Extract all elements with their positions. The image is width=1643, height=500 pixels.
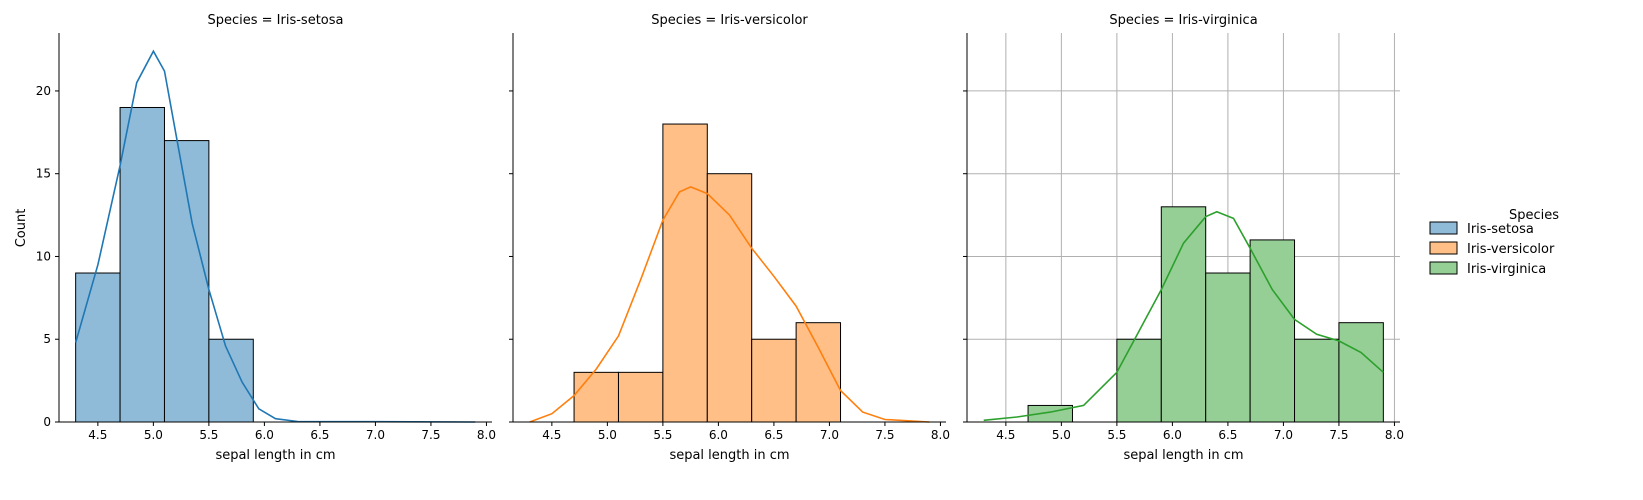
histogram-bars <box>75 106 254 423</box>
legend-label: Iris-virginica <box>1467 262 1546 277</box>
histogram-bar <box>573 371 619 423</box>
x-tick-label: 8.0 <box>477 428 496 442</box>
x-tick-label: 4.5 <box>88 428 107 442</box>
x-tick-label: 7.5 <box>421 428 440 442</box>
x-tick-label: 5.0 <box>144 428 163 442</box>
x-tick-label: 6.0 <box>255 428 274 442</box>
facet-panel-2: 4.5 5.0 5.5 6.0 6.5 7.0 7.5 8.0 sepal length in … <box>509 13 950 463</box>
kde-curve <box>74 49 476 423</box>
legend-items: Iris-setosa Iris-versicolor Iris-virginica <box>1429 221 1555 277</box>
legend-label: Iris-versicolor <box>1467 242 1555 257</box>
histogram-bar <box>1249 239 1296 423</box>
histogram-bar <box>1294 338 1340 423</box>
x-tick-label: 5.5 <box>199 428 218 442</box>
y-tick-label: 10 <box>36 249 51 263</box>
histogram-bar <box>1205 272 1251 423</box>
histogram-bar <box>662 123 708 423</box>
x-tick-label: 6.5 <box>1218 428 1237 442</box>
histogram-bar <box>75 272 121 423</box>
x-tick-label: 7.5 <box>1329 428 1348 442</box>
histogram-bar <box>1160 206 1207 423</box>
x-tick-label: 4.5 <box>996 428 1015 442</box>
x-tick-label: 8.0 <box>1385 428 1404 442</box>
x-tick-label: 4.5 <box>542 428 561 442</box>
x-tick-label: 7.0 <box>820 428 839 442</box>
facet-panels: 4.5 5.0 5.5 6.0 6.5 7.0 7.5 8.0 0 5 10 15 20 sepal le… <box>36 13 1404 463</box>
legend-swatch <box>1429 221 1458 235</box>
x-tick-label: 5.0 <box>1052 428 1071 442</box>
histogram-bar <box>751 338 797 423</box>
y-axis-label: Count <box>14 209 29 248</box>
x-tick-label: 6.5 <box>310 428 329 442</box>
histogram-bar <box>119 106 165 423</box>
x-axis-ticks: 4.5 5.0 5.5 6.0 6.5 7.0 7.5 8.0 <box>542 422 950 442</box>
histogram-bar <box>1338 322 1384 423</box>
x-axis-ticks: 4.5 5.0 5.5 6.0 6.5 7.0 7.5 8.0 <box>996 422 1404 442</box>
histogram-bar <box>208 338 254 423</box>
histogram-bar <box>1116 338 1162 423</box>
legend-swatch <box>1429 261 1458 275</box>
kde-curve <box>529 186 930 423</box>
panel-title: Species = Iris-versicolor <box>651 13 808 28</box>
x-tick-label: 5.0 <box>598 428 617 442</box>
x-axis-ticks: 4.5 5.0 5.5 6.0 6.5 7.0 7.5 8.0 <box>88 422 496 442</box>
histogram-bars <box>1027 206 1384 423</box>
y-axis-ticks <box>963 90 967 423</box>
legend-item-iris-versicolor: Iris-versicolor <box>1429 241 1555 257</box>
kde-curve <box>983 210 1384 422</box>
histogram-bars <box>573 123 842 423</box>
legend-label: Iris-setosa <box>1467 222 1534 237</box>
facet-panel-3: 4.5 5.0 5.5 6.0 6.5 7.0 7.5 8.0 sepal length in … <box>963 13 1404 463</box>
legend-item-iris-virginica: Iris-virginica <box>1429 261 1546 277</box>
x-tick-label: 7.0 <box>1274 428 1293 442</box>
y-axis-ticks <box>509 90 513 423</box>
legend-swatch <box>1429 241 1458 255</box>
histogram-bar <box>795 322 842 423</box>
y-tick-label: 20 <box>36 84 51 98</box>
panel-title: Species = Iris-setosa <box>207 13 343 28</box>
histogram-bar <box>706 173 753 423</box>
legend-title: Species <box>1509 208 1559 223</box>
facet-panel-1: 4.5 5.0 5.5 6.0 6.5 7.0 7.5 8.0 0 5 10 15 20 sepal le… <box>36 13 496 463</box>
histogram-bar <box>617 371 664 423</box>
x-tick-label: 5.5 <box>1107 428 1126 442</box>
x-axis-label: sepal length in cm <box>215 448 335 463</box>
x-tick-label: 7.0 <box>366 428 385 442</box>
y-tick-label: 0 <box>43 415 51 429</box>
legend-item-iris-setosa: Iris-setosa <box>1429 221 1534 237</box>
x-tick-label: 6.5 <box>764 428 783 442</box>
x-tick-label: 6.0 <box>1163 428 1182 442</box>
x-tick-label: 8.0 <box>931 428 950 442</box>
histogram-bar <box>163 140 210 423</box>
x-axis-label: sepal length in cm <box>669 448 789 463</box>
y-tick-label: 15 <box>36 167 51 181</box>
panel-title: Species = Iris-virginica <box>1109 13 1257 28</box>
x-tick-label: 7.5 <box>875 428 894 442</box>
x-tick-label: 6.0 <box>709 428 728 442</box>
y-tick-label: 5 <box>43 332 51 346</box>
legend: Species Iris-setosa Iris-versicolor Iris-v… <box>1429 208 1559 277</box>
y-axis-ticks: 0 5 10 15 20 <box>36 84 59 429</box>
x-axis-label: sepal length in cm <box>1123 448 1243 463</box>
x-tick-label: 5.5 <box>653 428 672 442</box>
